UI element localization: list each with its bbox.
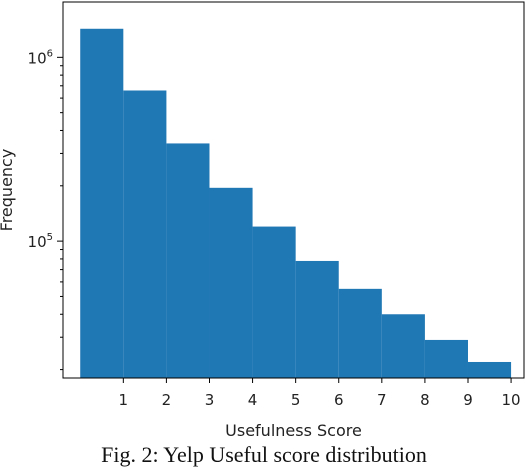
x-tick-label: 4 bbox=[248, 391, 258, 409]
histogram-bar bbox=[381, 314, 425, 378]
bars-group bbox=[80, 28, 512, 379]
figure-caption: Fig. 2: Yelp Useful score distribution bbox=[101, 442, 427, 467]
y-axis-label: Frequency bbox=[0, 149, 16, 232]
y-tick-label: 105 bbox=[28, 232, 53, 251]
histogram-bar bbox=[123, 90, 167, 379]
x-tick-label: 9 bbox=[463, 391, 473, 409]
x-axis-ticks: 1 2 3 4 5 6 7 8 9 10 bbox=[119, 378, 521, 409]
x-axis-label: Usefulness Score bbox=[225, 421, 362, 440]
histogram-bar bbox=[166, 143, 210, 378]
x-tick-label: 2 bbox=[162, 391, 172, 409]
histogram-bar bbox=[424, 339, 468, 378]
histogram-bar bbox=[338, 288, 382, 378]
histogram-bar bbox=[295, 260, 339, 378]
x-tick-label: 10 bbox=[502, 391, 521, 409]
x-tick-label: 3 bbox=[205, 391, 215, 409]
histogram-bar bbox=[467, 361, 512, 378]
plot-frame bbox=[62, 1, 525, 379]
histogram-bar bbox=[80, 28, 124, 378]
x-tick-label: 8 bbox=[420, 391, 430, 409]
histogram-bar bbox=[209, 187, 253, 378]
x-tick-label: 6 bbox=[334, 391, 344, 409]
y-tick-label: 106 bbox=[28, 48, 53, 67]
x-tick-label: 1 bbox=[119, 391, 129, 409]
y-axis-ticks: 106 105 bbox=[28, 48, 63, 371]
histogram-bar bbox=[252, 226, 296, 378]
x-tick-label: 5 bbox=[291, 391, 301, 409]
x-tick-label: 7 bbox=[377, 391, 387, 409]
histogram-chart: 1 2 3 4 5 6 7 8 9 10 106 105 Usefulness Score Freq… bbox=[0, 1, 525, 440]
